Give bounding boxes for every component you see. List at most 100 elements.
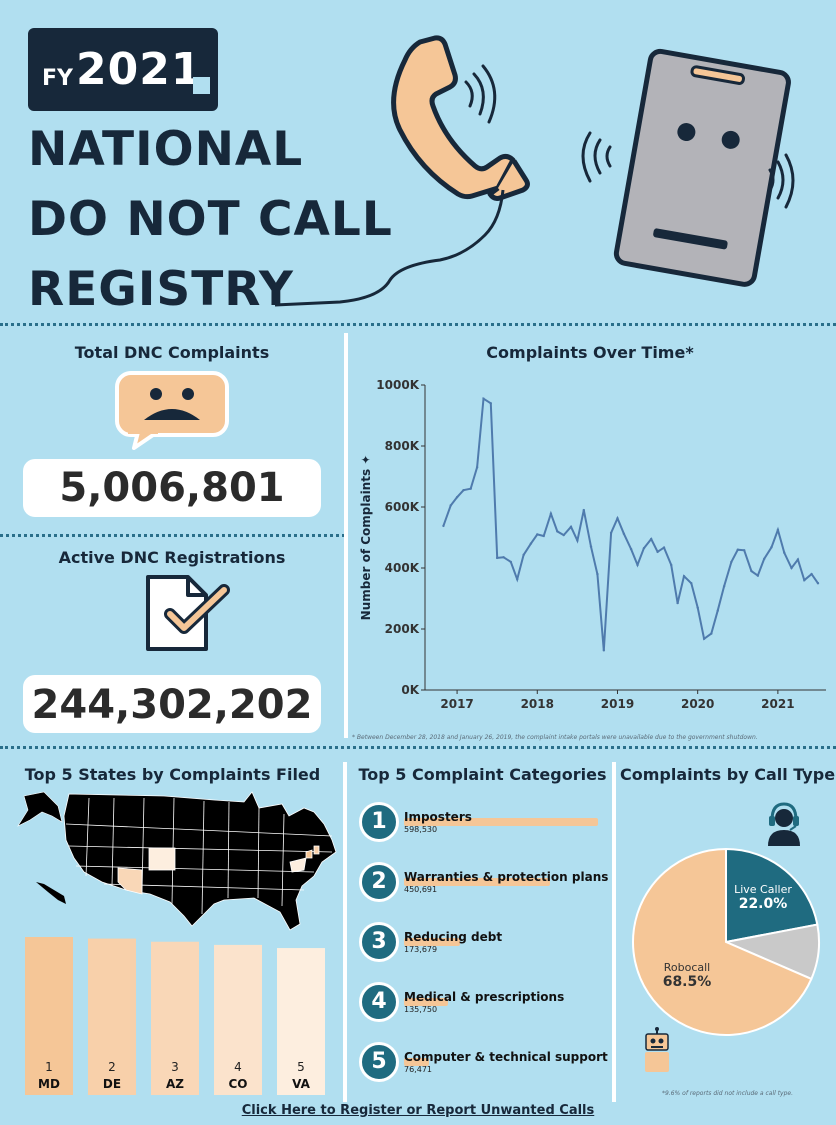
pie-label-robocall-pct: 68.5% <box>662 974 712 990</box>
complaints-point <box>629 547 633 551</box>
state-code-label: DE <box>103 1077 121 1091</box>
category-value: 173,679 <box>404 945 438 954</box>
complaints-point <box>556 530 559 533</box>
complaints-point <box>576 539 579 542</box>
state-code-label: AZ <box>166 1077 184 1091</box>
pie-label-robocall-name: Robocall <box>663 961 711 974</box>
complaints-point <box>710 632 713 635</box>
complaints-point <box>810 572 813 576</box>
complaints-point <box>803 579 806 582</box>
complaints-point <box>449 504 452 507</box>
state-bar <box>214 944 262 1095</box>
page-title-line-1: NATIONAL <box>28 122 304 177</box>
register-report-link[interactable]: Click Here to Register or Report Unwante… <box>241 1103 595 1118</box>
complaints-point <box>455 496 459 499</box>
complaints-point <box>562 533 565 537</box>
complaints-point <box>549 512 553 515</box>
states-bar-chart: 1 MD 2 DE 3 AZ 4 CO 5 VA <box>25 937 325 1095</box>
category-value: 76,471 <box>404 1065 432 1074</box>
states-section-title: Top 5 States by Complaints Filed <box>24 765 321 784</box>
category-value: 450,691 <box>404 885 438 894</box>
y-tick-label: 200K <box>385 622 420 636</box>
column-divider-3 <box>612 762 616 1102</box>
complaints-point <box>462 489 465 492</box>
category-rank-badge: 5 <box>359 1042 399 1082</box>
sad-speech-bubble-icon <box>115 371 229 450</box>
complaints-point <box>509 560 513 564</box>
categories-section-title: Top 5 Complaint Categories <box>358 765 607 784</box>
category-bar <box>404 818 598 826</box>
category-label: Warranties & protection plans <box>404 870 609 884</box>
complaints-point <box>796 558 800 561</box>
complaints-point <box>489 402 492 405</box>
column-divider-2 <box>343 762 347 1102</box>
cursor-square-icon <box>193 77 210 94</box>
complaints-point <box>475 466 479 469</box>
y-tick-label: 0K <box>401 683 419 697</box>
complaints-kpi-value: 5,006,801 <box>23 459 321 517</box>
call-type-section-title: Complaints by Call Type <box>620 765 836 784</box>
y-tick-label: 600K <box>385 500 420 514</box>
complaints-point <box>776 528 780 532</box>
category-label: Reducing debt <box>404 930 503 944</box>
page-title-line-3: REGISTRY <box>28 262 294 317</box>
complaints-point <box>716 609 719 612</box>
state-bar <box>25 937 73 1095</box>
state-rank-label: 5 <box>297 1060 305 1074</box>
pie-slice <box>632 847 813 1036</box>
state-bar <box>151 941 199 1095</box>
category-rank-badge: 2 <box>359 862 399 902</box>
robot-icon <box>645 1027 669 1072</box>
timeseries-footnote: * Between December 28, 2018 and January … <box>352 734 758 741</box>
complaints-point <box>742 549 746 552</box>
headset-operator-icon <box>768 802 800 846</box>
complaints-point <box>763 557 766 561</box>
complaints-point <box>636 563 639 567</box>
complaints-point <box>642 546 646 550</box>
timeseries-title: Complaints Over Time* <box>486 343 694 362</box>
complaints-point <box>682 575 686 578</box>
x-tick-label: 2020 <box>681 697 714 711</box>
column-divider-1 <box>344 333 348 738</box>
checked-document-icon <box>146 575 230 651</box>
complaints-point <box>656 550 659 554</box>
category-rank-badge: 3 <box>359 922 399 962</box>
complaints-point <box>516 578 519 581</box>
complaints-point <box>702 637 706 640</box>
complaints-point <box>469 487 472 490</box>
complaints-point <box>502 556 505 559</box>
complaints-point <box>582 508 585 512</box>
complaints-point <box>662 546 666 549</box>
complaints-point <box>756 574 760 577</box>
state-rank-label: 2 <box>108 1060 116 1074</box>
state-bar <box>277 948 325 1095</box>
state-code-label: CO <box>228 1077 247 1091</box>
category-bar <box>404 878 551 886</box>
registrations-kpi-value: 244,302,202 <box>23 675 321 733</box>
y-axis-label-text: Number of Complaints <box>359 465 373 621</box>
section-divider-bottom <box>0 746 836 749</box>
phone-handset-icon <box>274 35 530 307</box>
complaints-point <box>816 582 820 585</box>
state-bar <box>88 938 136 1095</box>
x-tick-label: 2018 <box>521 697 554 711</box>
us-map-icon <box>17 791 337 931</box>
pie-label-live-caller: Live Caller 22.0% <box>722 883 804 912</box>
fiscal-year-value: 2021 <box>76 44 203 95</box>
complaints-point <box>622 532 626 536</box>
category-bar <box>404 1058 429 1066</box>
complaints-point <box>569 525 573 529</box>
y-tick-label: 1000K <box>376 378 419 392</box>
category-bar <box>404 998 448 1006</box>
complaints-point <box>442 524 445 528</box>
category-bar <box>404 938 461 946</box>
complaints-point <box>750 569 753 573</box>
y-axis-label-marker: ✦ <box>359 455 373 465</box>
complaints-point <box>495 556 499 560</box>
complaints-point <box>783 551 786 554</box>
category-value: 598,530 <box>404 825 438 834</box>
complaints-point <box>770 546 773 549</box>
complaints-point <box>609 531 613 535</box>
y-tick-label: 800K <box>385 439 420 453</box>
complaints-point <box>722 585 726 588</box>
